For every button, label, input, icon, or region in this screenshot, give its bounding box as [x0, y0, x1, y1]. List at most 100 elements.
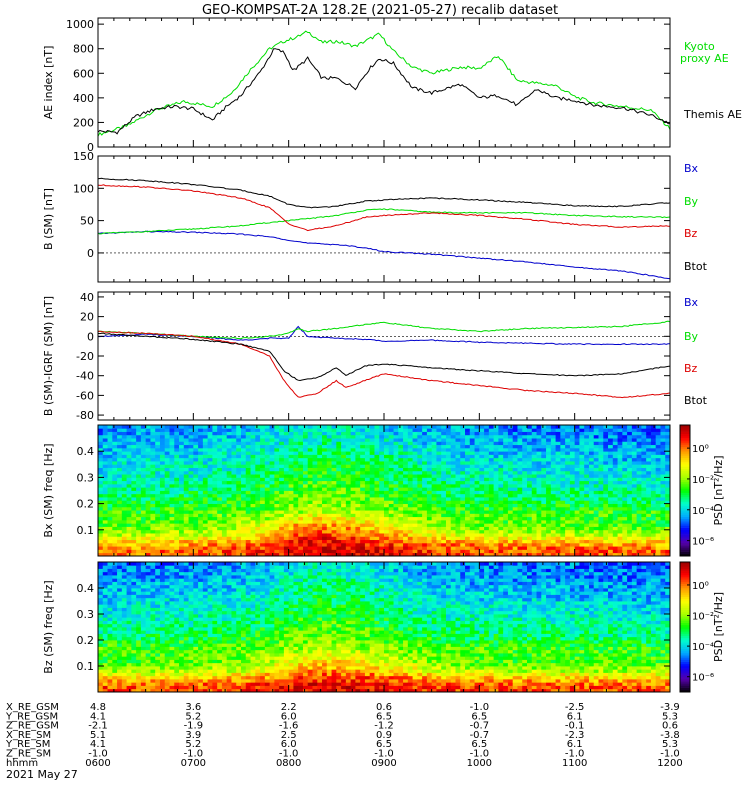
spectrogram-cell	[493, 470, 499, 475]
spectrogram-cell	[131, 516, 137, 521]
spectrogram-cell	[541, 447, 547, 452]
spectrogram-cell	[636, 425, 642, 429]
spectrogram-cell	[126, 529, 132, 534]
spectrogram-cell	[183, 441, 189, 446]
spectrogram-cell	[140, 549, 147, 554]
spectrogram-cell	[622, 457, 628, 462]
spectrogram-cell	[527, 434, 533, 439]
spectrogram-cell	[293, 526, 299, 531]
spectrogram-cell	[102, 447, 108, 452]
spectrogram-cell	[627, 477, 633, 482]
spectrogram-cell	[379, 549, 385, 554]
spectrogram-cell	[569, 549, 576, 554]
spectrogram-cell	[479, 539, 485, 544]
spectrogram-cell	[465, 454, 471, 459]
spectrogram-cell	[126, 533, 132, 537]
spectrogram-cell	[646, 464, 652, 468]
spectrogram-cell	[140, 428, 147, 432]
spectrogram-cell	[565, 510, 571, 514]
spectrogram-cell	[140, 474, 147, 478]
spectrogram-cell	[369, 438, 375, 442]
spectrogram-cell	[174, 533, 180, 537]
spectrogram-cell	[507, 434, 514, 439]
spectrogram-cell	[388, 431, 394, 436]
spectrogram-cell	[431, 549, 437, 554]
y-axis-label: B (SM)-IGRF (SM) [nT]	[42, 296, 55, 416]
spectrogram-cell	[536, 513, 542, 518]
spectrogram-cell	[302, 461, 309, 465]
spectrogram-cell	[469, 529, 475, 534]
spectrogram-cell	[269, 539, 275, 544]
spectrogram-cell	[212, 493, 218, 498]
spectrogram-cell	[445, 516, 452, 521]
spectrogram-cell	[274, 533, 280, 537]
spectrogram-cell	[202, 519, 209, 524]
spectrogram-cell	[159, 477, 166, 482]
spectrogram-cell	[274, 506, 280, 511]
y-tick-label: 40	[80, 291, 94, 304]
spectrogram-cell	[255, 428, 261, 432]
spectrogram-cell	[598, 493, 604, 498]
spectrogram-cell	[546, 467, 552, 472]
spectrogram-cell	[584, 487, 590, 491]
spectrogram-cell	[527, 523, 533, 527]
spectrogram-cell	[136, 477, 142, 482]
spectrogram-cell	[236, 523, 242, 527]
spectrogram-cell	[307, 480, 313, 485]
spectrogram-cell	[469, 497, 475, 501]
spectrogram-cell	[445, 510, 452, 514]
spectrogram-cell	[360, 549, 366, 554]
spectrogram-cell	[541, 474, 547, 478]
spectrogram-cell	[150, 516, 156, 521]
spectrogram-cell	[102, 487, 108, 491]
spectrogram-cell	[155, 513, 161, 518]
spectrogram-cell	[269, 510, 275, 514]
spectrogram-cell	[393, 519, 399, 524]
spectrogram-cell	[546, 549, 552, 554]
spectrogram-cell	[646, 434, 652, 439]
spectrogram-cell	[183, 480, 189, 485]
spectrogram-cell	[498, 447, 504, 452]
spectrogram-cell	[541, 467, 547, 472]
spectrogram-cell	[140, 523, 147, 527]
spectrogram-cell	[455, 546, 461, 550]
spectrogram-cell	[379, 428, 385, 432]
spectrogram-cell	[541, 441, 547, 446]
spectrogram-cell	[179, 493, 185, 498]
spectrogram-cell	[627, 428, 633, 432]
spectrogram-cell	[150, 474, 156, 478]
spectrogram-cell	[474, 470, 480, 475]
spectrogram-cell	[393, 546, 399, 550]
spectrogram-cell	[169, 477, 175, 482]
spectrogram-cell	[274, 526, 280, 531]
spectrogram-cell	[364, 516, 371, 521]
spectrogram-cell	[250, 503, 256, 508]
spectrogram-cell	[512, 441, 518, 446]
spectrogram-cell	[627, 467, 633, 472]
spectrogram-cell	[159, 480, 166, 485]
spectrogram-cell	[455, 523, 461, 527]
spectrogram-cell	[131, 526, 137, 531]
spectrogram-cell	[541, 549, 547, 554]
spectrogram-cell	[136, 434, 142, 439]
spectrogram-cell	[298, 428, 304, 432]
spectrogram-cell	[293, 431, 299, 436]
spectrogram-cell	[650, 483, 657, 488]
spectrogram-cell	[593, 546, 599, 550]
spectrogram-cell	[608, 490, 614, 495]
spectrogram-cell	[445, 461, 452, 465]
spectrogram-cell	[612, 506, 618, 511]
spectrogram-cell	[612, 526, 618, 531]
spectrogram-cell	[588, 493, 595, 498]
spectrogram-cell	[169, 480, 175, 485]
spectrogram-cell	[221, 447, 228, 452]
spectrogram-cell	[546, 464, 552, 468]
spectrogram-cell	[212, 438, 218, 442]
spectrogram-cell	[417, 526, 423, 531]
spectrogram-cell	[560, 428, 566, 432]
spectrogram-cell	[345, 470, 352, 475]
spectrogram-cell	[417, 483, 423, 488]
spectrogram-cell	[426, 519, 433, 524]
spectrogram-cell	[221, 425, 228, 429]
spectrogram-cell	[522, 552, 528, 557]
